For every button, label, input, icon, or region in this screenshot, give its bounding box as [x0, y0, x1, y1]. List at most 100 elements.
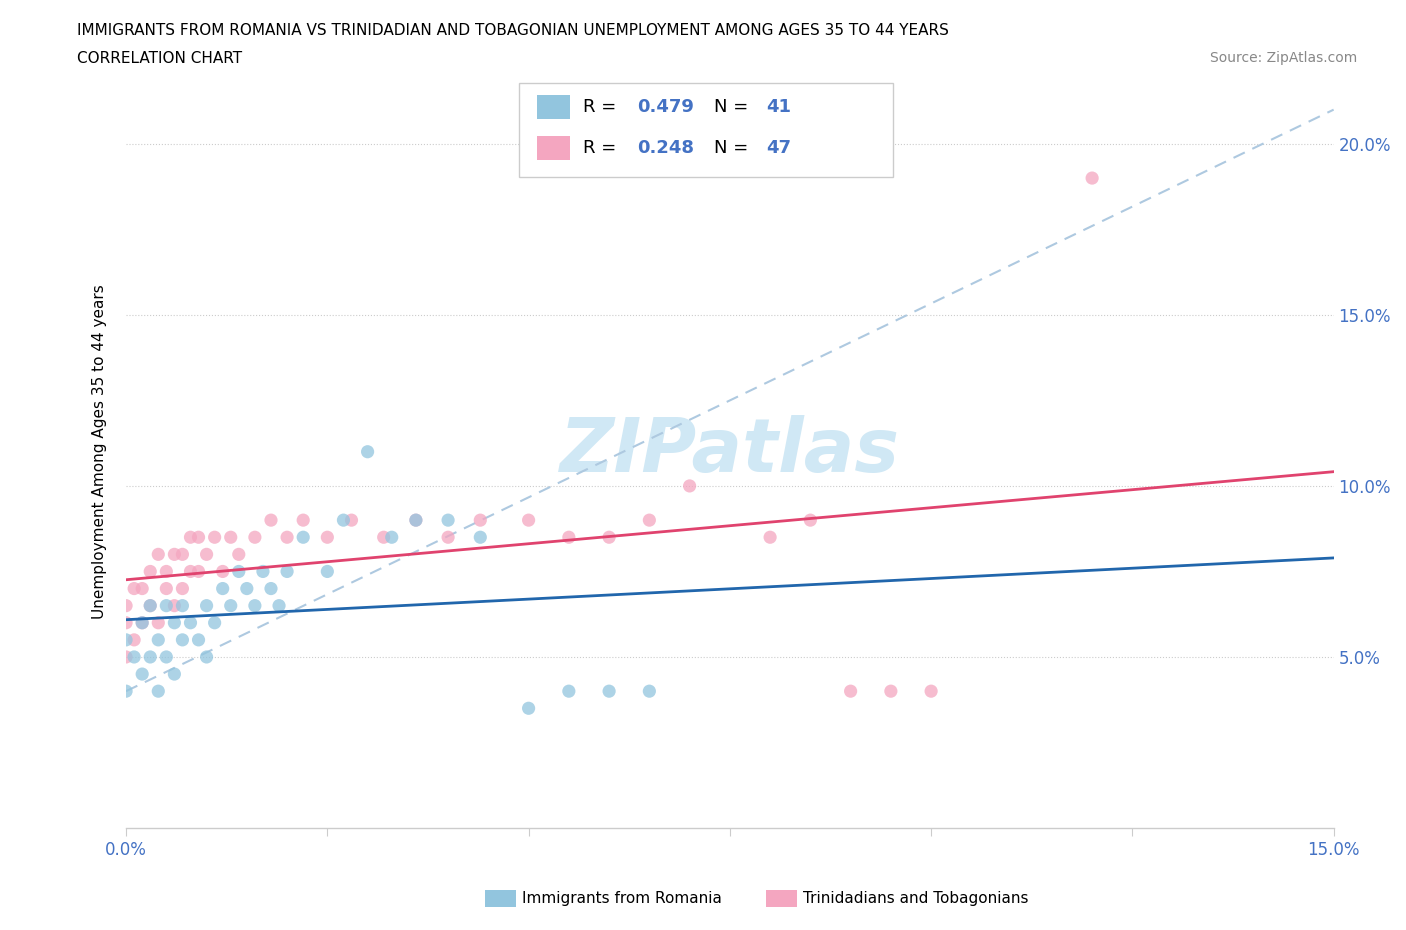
Point: [172, 632, 194, 647]
Point: [236, 581, 259, 596]
Point: [204, 616, 226, 631]
Text: CORRELATION CHART: CORRELATION CHART: [77, 51, 242, 66]
Point: [332, 512, 354, 527]
Point: [187, 530, 209, 545]
Point: [187, 564, 209, 578]
Point: [292, 512, 315, 527]
Point: [148, 547, 170, 562]
Point: [405, 512, 427, 527]
Point: [405, 512, 427, 527]
Point: [316, 564, 339, 578]
Point: [179, 616, 201, 631]
Point: [228, 547, 250, 562]
Point: [243, 598, 266, 613]
Point: [267, 598, 290, 613]
Point: [131, 616, 153, 631]
Point: [638, 512, 661, 527]
FancyBboxPatch shape: [537, 137, 571, 161]
Text: 47: 47: [766, 140, 792, 157]
Point: [163, 547, 186, 562]
Point: [799, 512, 821, 527]
Point: [920, 684, 942, 698]
Point: [163, 598, 186, 613]
Point: [148, 684, 170, 698]
Point: [252, 564, 274, 578]
Point: [340, 512, 363, 527]
Text: Trinidadians and Tobagonians: Trinidadians and Tobagonians: [803, 891, 1028, 906]
Point: [122, 632, 145, 647]
Text: N =: N =: [714, 98, 754, 116]
Point: [260, 512, 283, 527]
Point: [759, 530, 782, 545]
Point: [155, 649, 177, 664]
Point: [115, 684, 138, 698]
Point: [638, 684, 661, 698]
Point: [155, 581, 177, 596]
Point: [437, 512, 460, 527]
Point: [187, 632, 209, 647]
Point: [195, 598, 218, 613]
Point: [139, 598, 162, 613]
Text: 41: 41: [766, 98, 792, 116]
Text: N =: N =: [714, 140, 754, 157]
Point: [276, 530, 298, 545]
Point: [276, 564, 298, 578]
Point: [195, 547, 218, 562]
Point: [470, 530, 492, 545]
Point: [839, 684, 862, 698]
Point: [195, 649, 218, 664]
FancyBboxPatch shape: [537, 95, 571, 119]
FancyBboxPatch shape: [519, 83, 893, 177]
Point: [155, 598, 177, 613]
Point: [163, 667, 186, 682]
Point: [148, 616, 170, 631]
Point: [517, 701, 540, 716]
Point: [1081, 170, 1104, 185]
Point: [381, 530, 404, 545]
Point: [598, 684, 620, 698]
Point: [470, 512, 492, 527]
Point: [558, 530, 581, 545]
Point: [155, 564, 177, 578]
Point: [260, 581, 283, 596]
Point: [243, 530, 266, 545]
Point: [122, 649, 145, 664]
Point: [598, 530, 620, 545]
Point: [131, 667, 153, 682]
Point: [373, 530, 395, 545]
Point: [139, 598, 162, 613]
Point: [172, 581, 194, 596]
Text: ZIPatlas: ZIPatlas: [560, 415, 900, 488]
Point: [356, 445, 378, 459]
Point: [131, 616, 153, 631]
Text: R =: R =: [582, 98, 621, 116]
Point: [139, 564, 162, 578]
Text: Immigrants from Romania: Immigrants from Romania: [522, 891, 721, 906]
Point: [558, 684, 581, 698]
Text: 0.479: 0.479: [637, 98, 693, 116]
Point: [228, 564, 250, 578]
Point: [179, 564, 201, 578]
Point: [179, 530, 201, 545]
Point: [131, 581, 153, 596]
Text: Source: ZipAtlas.com: Source: ZipAtlas.com: [1209, 51, 1357, 65]
Point: [115, 632, 138, 647]
Text: IMMIGRANTS FROM ROMANIA VS TRINIDADIAN AND TOBAGONIAN UNEMPLOYMENT AMONG AGES 35: IMMIGRANTS FROM ROMANIA VS TRINIDADIAN A…: [77, 23, 949, 38]
Point: [148, 632, 170, 647]
Text: R =: R =: [582, 140, 621, 157]
Point: [211, 564, 233, 578]
Point: [163, 616, 186, 631]
Point: [316, 530, 339, 545]
Point: [115, 598, 138, 613]
Point: [172, 547, 194, 562]
Point: [115, 616, 138, 631]
Point: [678, 479, 700, 494]
Point: [880, 684, 903, 698]
Point: [437, 530, 460, 545]
Y-axis label: Unemployment Among Ages 35 to 44 years: Unemployment Among Ages 35 to 44 years: [93, 285, 107, 619]
Point: [292, 530, 315, 545]
Point: [219, 598, 242, 613]
Point: [172, 598, 194, 613]
Text: 0.248: 0.248: [637, 140, 695, 157]
Point: [219, 530, 242, 545]
